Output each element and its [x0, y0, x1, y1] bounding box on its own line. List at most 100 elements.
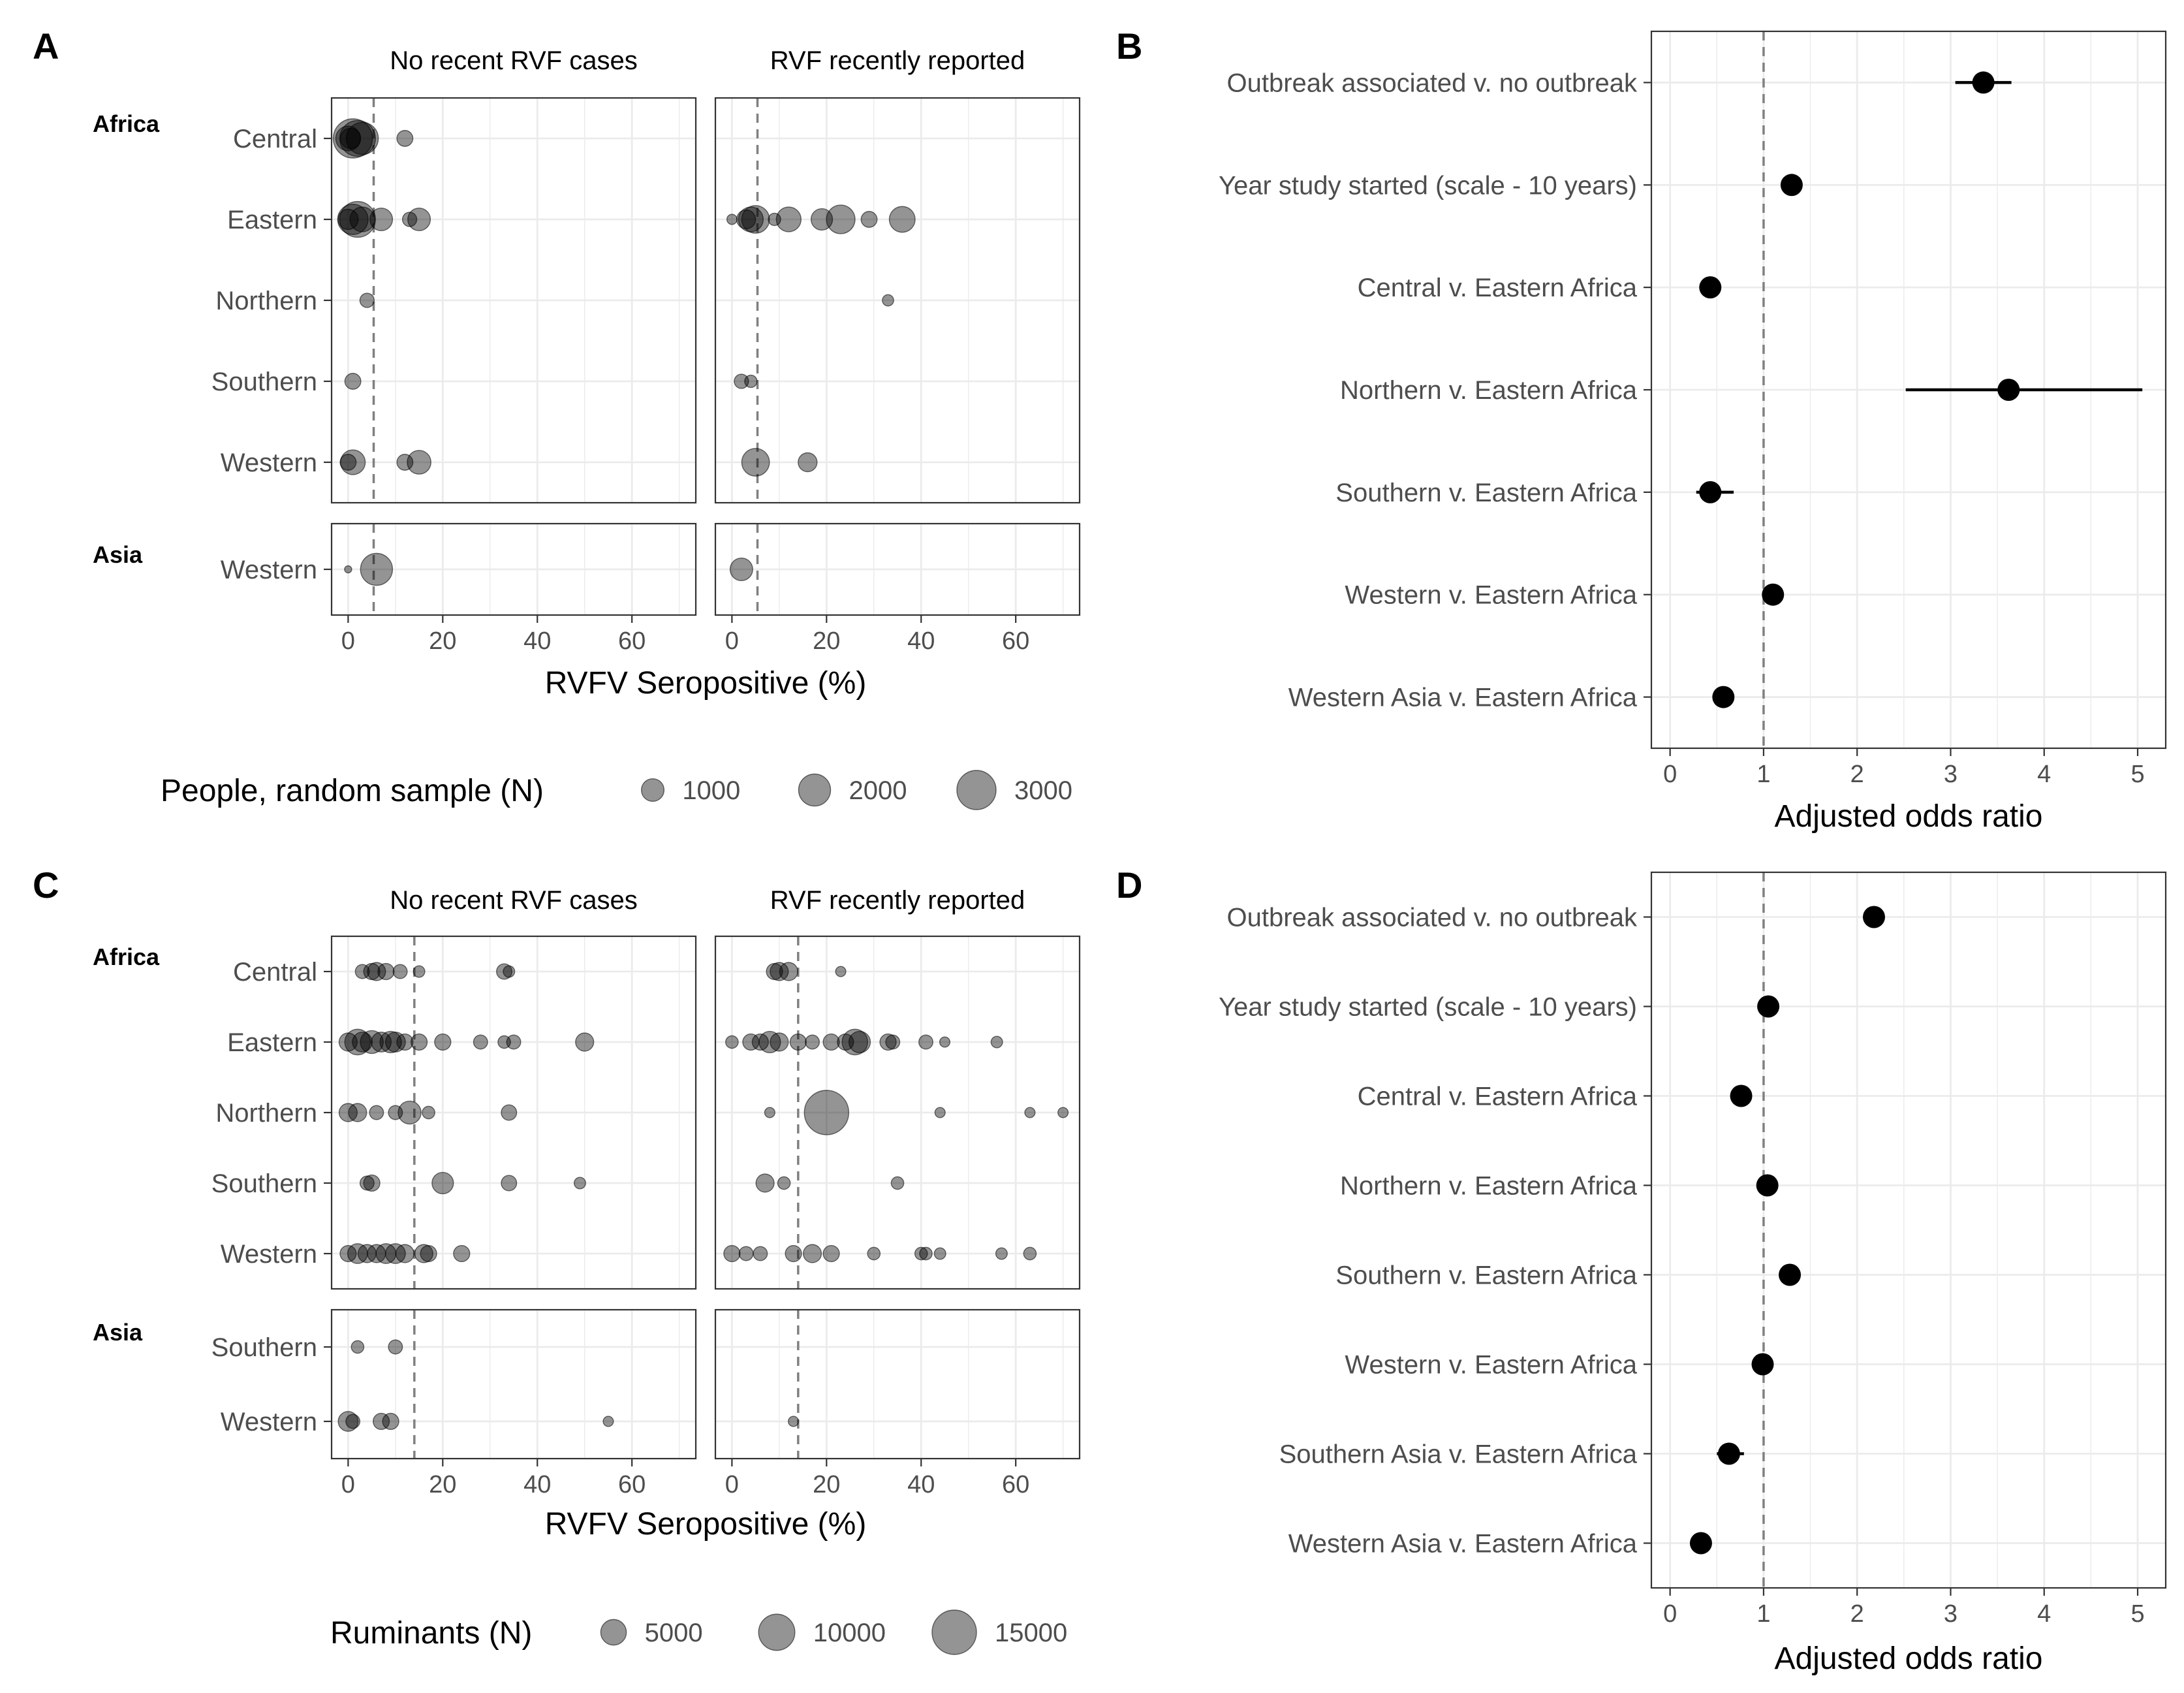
data-point [755, 1173, 775, 1193]
data-point [351, 1340, 365, 1354]
panel-d: Outbreak associated v. no outbreak Year s… [1219, 871, 2167, 1676]
data-point [337, 1411, 359, 1432]
group-label: Africa [93, 110, 160, 137]
y-tick-label: Central v. Eastern Africa [1358, 274, 1638, 302]
strip-label: RVF recently reported [770, 886, 1025, 915]
data-point [379, 1030, 402, 1054]
y-tick-label: Western v. Eastern Africa [1345, 581, 1637, 610]
facet-border [330, 1308, 697, 1460]
data-point [410, 1033, 428, 1051]
data-point [1024, 1107, 1036, 1118]
x-tick-label: 0 [725, 1471, 739, 1498]
facet-border [714, 935, 1081, 1290]
y-tick-label: Western [221, 449, 317, 477]
group-label: Asia [93, 541, 143, 568]
data-point [729, 557, 753, 582]
x-tick-label: 2 [1850, 761, 1864, 788]
data-point [388, 1339, 403, 1355]
legend-label: 15000 [995, 1619, 1067, 1647]
x-tick-label: 1 [1756, 761, 1770, 788]
facet-background [715, 1310, 1080, 1459]
y-tick-label: Western [221, 1408, 317, 1436]
or-point [1751, 1353, 1774, 1376]
y-tick-label: Eastern [227, 1028, 317, 1057]
x-axis-title: Adjusted odds ratio [1775, 799, 2043, 834]
x-tick-label: 4 [2037, 761, 2051, 788]
data-point [751, 1033, 769, 1051]
or-point [1699, 481, 1722, 503]
legend-label: 2000 [849, 776, 907, 805]
data-point [413, 965, 426, 978]
data-point [841, 1028, 869, 1056]
data-point [453, 1244, 471, 1263]
x-axis-title: RVFV Seropositive (%) [545, 666, 867, 701]
data-point [354, 964, 370, 979]
data-point [736, 209, 757, 230]
y-tick-label: Southern v. Eastern Africa [1335, 1261, 1637, 1290]
x-tick-label: 2 [1850, 1600, 1864, 1628]
or-point [1780, 174, 1803, 197]
or-point [1757, 995, 1780, 1018]
data-point [882, 294, 894, 307]
x-tick-label: 60 [618, 627, 646, 655]
x-tick-label: 20 [429, 1471, 456, 1498]
data-point [888, 206, 916, 233]
data-point [339, 1244, 357, 1263]
data-point [395, 1244, 414, 1263]
data-point [501, 1175, 518, 1192]
data-point [738, 206, 764, 232]
data-point [602, 1416, 614, 1427]
data-point [933, 1247, 946, 1260]
x-axis-title: RVFV Seropositive (%) [545, 1507, 867, 1542]
x-tick-label: 0 [725, 627, 739, 655]
y-tick-label: Northern [215, 287, 317, 315]
x-tick-label: 20 [813, 1471, 840, 1498]
data-point [803, 1090, 849, 1135]
data-point [339, 449, 366, 475]
data-point [422, 1105, 435, 1120]
data-point [434, 1033, 452, 1051]
data-point [392, 964, 408, 979]
data-point [360, 552, 394, 586]
panel-letter-d: D [1116, 864, 1142, 906]
data-point [1057, 1107, 1069, 1118]
data-point [360, 1030, 384, 1054]
y-tick-label: Western Asia v. Eastern Africa [1288, 1530, 1638, 1559]
data-point [802, 1244, 822, 1263]
data-point [575, 1032, 595, 1052]
facet-border [714, 1308, 1081, 1460]
data-point [496, 963, 512, 980]
x-tick-label: 40 [907, 627, 935, 655]
data-point [741, 205, 770, 234]
x-tick-label: 3 [1944, 1600, 1958, 1628]
data-point [339, 200, 376, 238]
y-tick-label: Western [221, 1240, 317, 1269]
x-tick-label: 20 [813, 627, 840, 655]
legend-label: 1000 [682, 776, 740, 805]
data-point [431, 1171, 454, 1195]
or-point [1712, 686, 1735, 708]
data-point [939, 1036, 951, 1048]
data-point [344, 565, 352, 574]
data-point [363, 1174, 381, 1192]
data-point [372, 1412, 390, 1431]
data-point [503, 965, 516, 978]
y-tick-label: Southern [211, 1333, 317, 1362]
data-point [573, 1177, 586, 1190]
x-tick-label: 20 [429, 627, 456, 655]
x-axis-title: Adjusted odds ratio [1775, 1641, 2043, 1676]
data-point [420, 1244, 437, 1263]
data-point [770, 1032, 789, 1052]
y-tick-label: Outbreak associated v. no outbreak [1226, 904, 1638, 932]
data-point [890, 1176, 905, 1190]
y-tick-label: Eastern [227, 206, 317, 234]
y-tick-label: Southern v. Eastern Africa [1335, 479, 1637, 507]
y-tick-label: Southern [211, 1169, 317, 1198]
data-point [914, 1246, 928, 1261]
panel-letter-a: A [33, 25, 59, 67]
data-point [407, 207, 431, 232]
data-point [337, 204, 369, 235]
data-point [835, 966, 847, 977]
data-point [407, 450, 431, 475]
